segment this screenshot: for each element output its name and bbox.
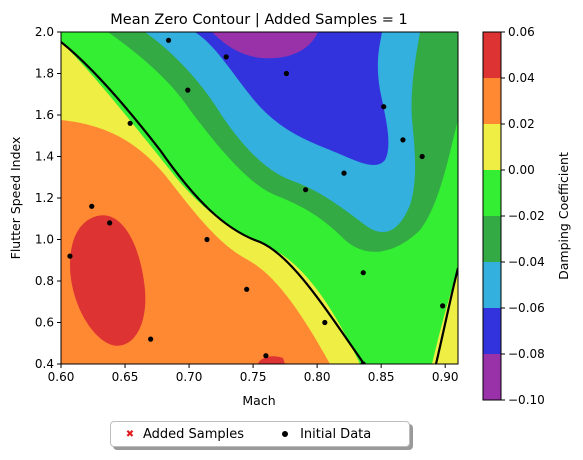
- chart-title: Mean Zero Contour | Added Samples = 1: [110, 12, 407, 28]
- colorbar-segment: [483, 124, 501, 170]
- x-tick-label: 0.70: [176, 370, 203, 384]
- x-axis-label: Mach: [242, 393, 275, 408]
- y-tick-label: 1.0: [35, 233, 54, 247]
- y-tick-label: 0.8: [35, 274, 54, 288]
- colorbar-segment: [483, 32, 501, 78]
- x-axis-ticks: 0.60 0.65 0.70 0.75 0.80 0.85 0.90: [48, 364, 459, 384]
- y-axis-ticks: 0.4 0.6 0.8 1.0 1.2 1.4 1.6 1.8 2.0: [35, 25, 61, 371]
- initial-data-point: [127, 120, 133, 126]
- y-axis-label: Flutter Speed Index: [8, 137, 23, 260]
- initial-data-point: [263, 353, 269, 359]
- colorbar-segment: [483, 354, 501, 400]
- y-tick-label: 1.8: [35, 67, 54, 81]
- colorbar-segment: [483, 170, 501, 216]
- zero-contour-line-left: [61, 41, 365, 364]
- colorbar-tick-label: −0.10: [508, 393, 545, 407]
- initial-data-point: [341, 170, 347, 176]
- initial-data-point: [381, 104, 387, 110]
- y-tick-label: 0.4: [35, 357, 54, 371]
- colorbar-tick-label: 0.00: [508, 163, 535, 177]
- zero-contour: [61, 41, 458, 364]
- y-tick-label: 2.0: [35, 25, 54, 39]
- initial-data-point: [303, 187, 309, 193]
- colorbar: [483, 32, 501, 400]
- initial-data-points: [67, 37, 446, 364]
- initial-data-point: [360, 361, 366, 364]
- colorbar-label: Damping Coefficient: [556, 152, 571, 280]
- colorbar-tick-label: −0.06: [508, 301, 545, 315]
- x-tick-label: 0.75: [240, 370, 267, 384]
- zero-contour-line-right: [434, 267, 458, 364]
- band-red-bottom: [258, 356, 285, 364]
- legend-label-initial-data: Initial Data: [300, 426, 372, 442]
- colorbar-tick-label: −0.04: [508, 255, 545, 269]
- y-tick-label: 0.6: [35, 316, 54, 330]
- initial-data-point: [223, 54, 229, 60]
- colorbar-tick-label: −0.08: [508, 347, 545, 361]
- colorbar-segment: [483, 308, 501, 354]
- initial-data-point: [360, 270, 366, 276]
- y-tick-label: 1.6: [35, 108, 54, 122]
- initial-data-point: [89, 203, 95, 209]
- x-tick-label: 0.80: [304, 370, 331, 384]
- initial-data-point: [148, 336, 154, 342]
- x-tick-label: 0.85: [368, 370, 395, 384]
- x-tick-label: 0.65: [112, 370, 139, 384]
- colorbar-tick-label: 0.04: [508, 71, 535, 85]
- colorbar-tick-label: 0.02: [508, 117, 535, 131]
- initial-data-point: [185, 87, 191, 93]
- band-red-left: [70, 215, 146, 346]
- initial-data-point: [244, 286, 250, 292]
- initial-data-point: [107, 220, 113, 226]
- initial-data-marker-icon: [282, 431, 289, 437]
- initial-data-point: [440, 303, 446, 309]
- band-blue: [195, 32, 389, 166]
- initial-data-point: [419, 153, 425, 160]
- initial-data-point: [67, 253, 73, 259]
- initial-data-point: [165, 37, 172, 43]
- colorbar-ticks: −0.10 −0.08 −0.06 −0.04 −0.02 0.00 0.02 0.04 0.0…: [501, 25, 545, 407]
- colorbar-segment: [483, 262, 501, 308]
- y-tick-label: 1.2: [35, 191, 54, 205]
- colorbar-tick-label: 0.06: [508, 25, 535, 39]
- contour-fill: [61, 32, 458, 364]
- colorbar-segment: [483, 216, 501, 262]
- x-tick-label: 0.90: [432, 370, 459, 384]
- colorbar-tick-label: −0.02: [508, 209, 545, 223]
- y-tick-label: 1.4: [35, 150, 54, 164]
- legend-item-initial-data: Initial Data: [278, 427, 371, 442]
- initial-data-point: [322, 319, 328, 326]
- initial-data-point: [204, 236, 210, 243]
- initial-data-point: [283, 70, 289, 77]
- initial-data-point: [400, 137, 406, 143]
- added-samples-marker-icon: ✖: [125, 428, 135, 440]
- legend-label-added-samples: Added Samples: [143, 426, 245, 442]
- band-purple: [212, 32, 318, 59]
- legend: ✖ Added Samples Initial Data: [110, 421, 410, 447]
- x-tick-label: 0.60: [48, 370, 75, 384]
- colorbar-segment: [483, 78, 501, 124]
- legend-item-added-samples: ✖ Added Samples: [123, 427, 244, 442]
